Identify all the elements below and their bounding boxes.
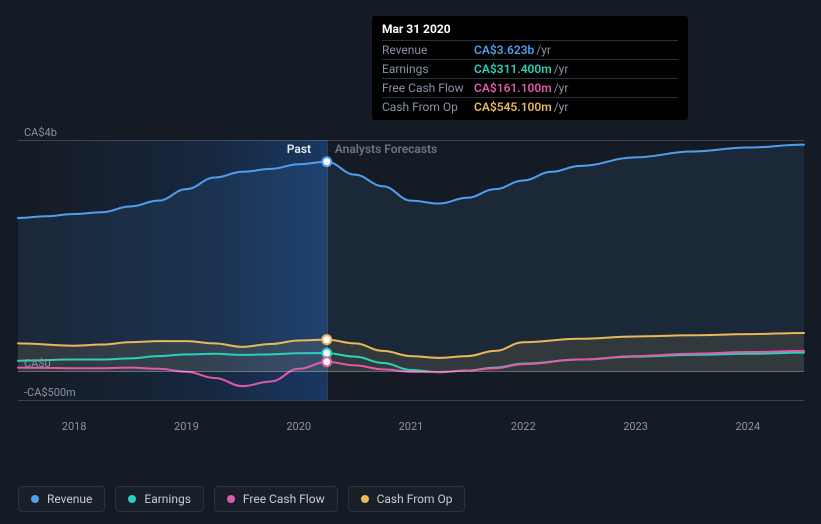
tooltip-row-unit: /yr bbox=[536, 43, 551, 57]
tooltip-row-label: Revenue bbox=[382, 43, 474, 57]
x-axis-tick: 2018 bbox=[49, 420, 99, 433]
financial-chart: CA$4b CA$0 -CA$500m Past Analysts Forecasts 2… bbox=[18, 120, 804, 440]
past-forecast-divider bbox=[327, 140, 328, 400]
tooltip-row-unit: /yr bbox=[554, 100, 569, 114]
tooltip-date: Mar 31 2020 bbox=[382, 22, 678, 36]
x-axis-tick: 2022 bbox=[498, 420, 548, 433]
chart-tooltip: Mar 31 2020 RevenueCA$3.623b /yrEarnings… bbox=[372, 16, 688, 120]
tooltip-row-unit: /yr bbox=[554, 81, 569, 95]
tooltip-row-value: CA$545.100m bbox=[474, 100, 552, 114]
tooltip-row-unit: /yr bbox=[554, 62, 569, 76]
tooltip-row-value: CA$161.100m bbox=[474, 81, 552, 95]
tooltip-row-label: Cash From Op bbox=[382, 100, 474, 114]
legend-dot-icon bbox=[361, 495, 369, 503]
tooltip-row: EarningsCA$311.400m /yr bbox=[382, 59, 678, 78]
legend-item[interactable]: Cash From Op bbox=[348, 486, 466, 512]
tooltip-row: Free Cash FlowCA$161.100m /yr bbox=[382, 78, 678, 97]
series-svg bbox=[18, 120, 804, 440]
tooltip-row-value: CA$3.623b bbox=[474, 43, 534, 57]
tooltip-row-label: Free Cash Flow bbox=[382, 81, 474, 95]
y-axis-label: CA$0 bbox=[24, 357, 51, 370]
legend-item[interactable]: Revenue bbox=[18, 486, 105, 512]
tooltip-row: Cash From OpCA$545.100m /yr bbox=[382, 97, 678, 116]
legend-item[interactable]: Free Cash Flow bbox=[214, 486, 338, 512]
section-label-past: Past bbox=[287, 142, 311, 156]
legend-label: Cash From Op bbox=[377, 492, 453, 506]
legend-label: Earnings bbox=[144, 492, 191, 506]
tooltip-rows: RevenueCA$3.623b /yrEarningsCA$311.400m … bbox=[382, 40, 678, 116]
gridline bbox=[18, 400, 804, 401]
tooltip-row: RevenueCA$3.623b /yr bbox=[382, 40, 678, 59]
x-axis-tick: 2023 bbox=[611, 420, 661, 433]
x-axis-tick: 2024 bbox=[723, 420, 773, 433]
legend-item[interactable]: Earnings bbox=[115, 486, 204, 512]
gridline bbox=[18, 140, 804, 141]
tooltip-row-value: CA$311.400m bbox=[474, 62, 552, 76]
chart-legend: Revenue Earnings Free Cash Flow Cash From O… bbox=[18, 486, 465, 512]
y-axis-label: -CA$500m bbox=[24, 386, 76, 399]
gridline bbox=[18, 371, 804, 372]
x-axis-tick: 2020 bbox=[274, 420, 324, 433]
legend-dot-icon bbox=[128, 495, 136, 503]
tooltip-row-label: Earnings bbox=[382, 62, 474, 76]
legend-label: Free Cash Flow bbox=[243, 492, 325, 506]
legend-dot-icon bbox=[31, 495, 39, 503]
x-axis-tick: 2021 bbox=[386, 420, 436, 433]
legend-label: Revenue bbox=[47, 492, 92, 506]
legend-dot-icon bbox=[227, 495, 235, 503]
y-axis-label: CA$4b bbox=[24, 126, 57, 139]
section-label-forecast: Analysts Forecasts bbox=[335, 142, 437, 156]
x-axis-tick: 2019 bbox=[161, 420, 211, 433]
